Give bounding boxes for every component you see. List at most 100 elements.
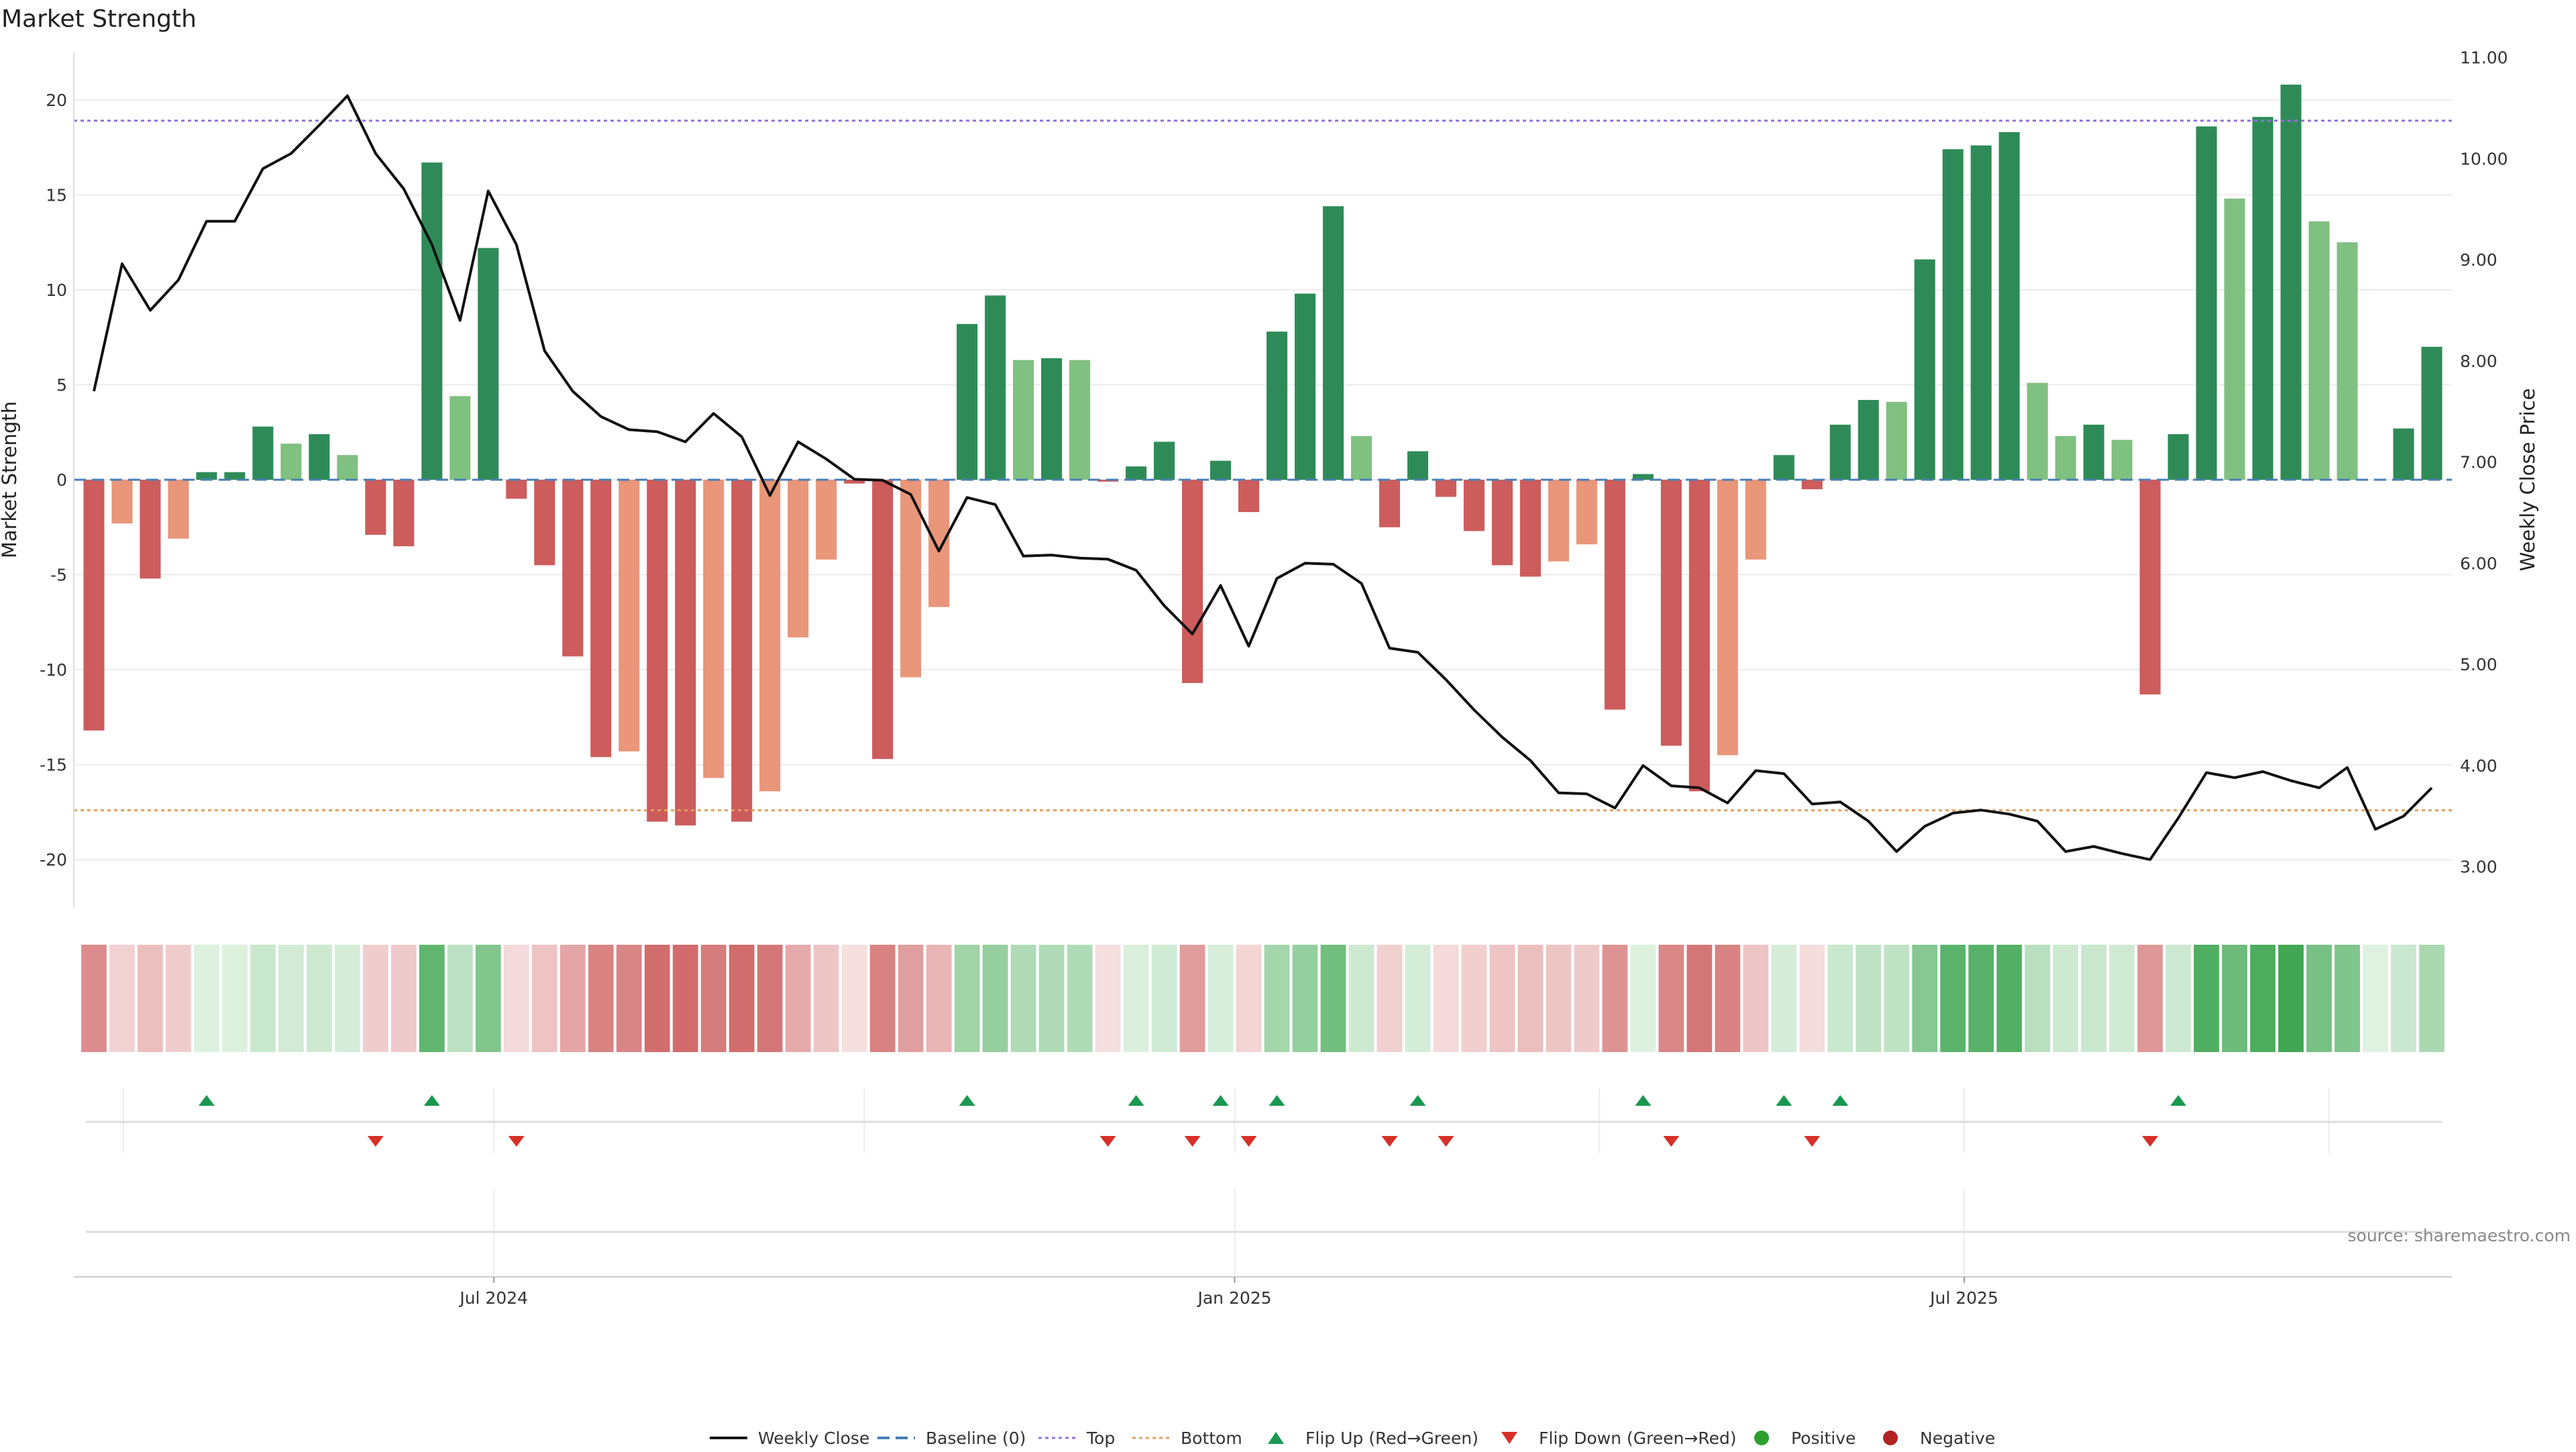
- heatmap-cell: [362, 945, 388, 1052]
- strength-bar: [2337, 242, 2358, 480]
- heatmap-cell: [166, 945, 191, 1052]
- heatmap-cell: [1095, 945, 1121, 1052]
- heatmap-cell: [2165, 945, 2192, 1052]
- legend-swatch: [1268, 1432, 1284, 1444]
- legend-item: Positive: [1754, 1429, 1856, 1448]
- strength-bar: [2421, 346, 2443, 480]
- flip-up-marker: [198, 1095, 215, 1106]
- strength-bar: [1745, 480, 1766, 560]
- strength-bar: [675, 480, 696, 826]
- heatmap-cell: [1405, 945, 1431, 1052]
- flip-up-marker: [1409, 1095, 1426, 1106]
- strength-bar: [449, 396, 471, 480]
- weekly-close-series: [93, 94, 2433, 862]
- y-tick-label-left: 15: [46, 185, 67, 205]
- left-y-axis: -20 -15 -10 -5 0 5 10 15 20: [40, 52, 74, 907]
- flip-up-marker: [1212, 1095, 1229, 1106]
- strength-bar: [1322, 206, 1344, 480]
- heatmap-cell: [81, 945, 107, 1052]
- legend: Weekly Close Baseline (0) Top Bottom Flip Up…: [710, 1429, 1995, 1448]
- x-tick-label: Jan 2025: [1196, 1288, 1271, 1308]
- y-tick-label-left: 5: [56, 375, 67, 395]
- heatmap-cell: [334, 945, 360, 1052]
- strength-bar: [900, 480, 922, 678]
- strength-bar: [393, 480, 415, 547]
- strength-bar: [2252, 117, 2273, 480]
- strength-bar: [1463, 480, 1485, 531]
- strength-bar: [1717, 480, 1738, 756]
- legend-label: Bottom: [1181, 1429, 1242, 1448]
- flip-up-marker: [1128, 1095, 1144, 1106]
- strength-bar: [365, 480, 386, 535]
- strength-bar: [1998, 132, 2020, 480]
- heatmap-cell: [2222, 945, 2247, 1052]
- heatmap-cell: [672, 945, 698, 1052]
- y-axis-label-left: Market Strength: [0, 401, 21, 558]
- legend-item: Flip Down (Green→Red): [1501, 1429, 1737, 1448]
- strength-bar: [1688, 480, 1710, 792]
- heatmap-cell: [616, 945, 642, 1052]
- heatmap-cell: [1715, 945, 1741, 1052]
- heatmap-cell: [1292, 945, 1318, 1052]
- strength-bar: [2393, 428, 2414, 480]
- heatmap-cell: [138, 945, 163, 1052]
- strength-bar: [83, 480, 105, 731]
- heatmap-cell: [1602, 945, 1628, 1052]
- heatmap-cell: [194, 945, 219, 1052]
- strength-bar: [647, 480, 668, 822]
- strength-bars: [83, 85, 2443, 826]
- heatmap-cell: [1771, 945, 1797, 1052]
- strength-bar: [1154, 442, 1175, 480]
- legend-label: Flip Down (Green→Red): [1539, 1429, 1737, 1448]
- strength-bar: [590, 480, 612, 758]
- strength-bar: [1266, 331, 1288, 480]
- strength-bar: [252, 426, 274, 480]
- flip-down-marker: [1663, 1136, 1680, 1147]
- heatmap-cell: [419, 945, 445, 1052]
- heatmap-cell: [531, 945, 557, 1052]
- heatmap-cell: [1940, 945, 1966, 1052]
- y-tick-label-right: 7.00: [2460, 453, 2498, 472]
- legend-item: Baseline (0): [877, 1429, 1026, 1448]
- strength-bar: [985, 295, 1006, 480]
- y-axis-label-right: Weekly Close Price: [2516, 388, 2539, 572]
- strength-bar: [1886, 401, 1907, 480]
- strength-bar: [1013, 360, 1034, 480]
- legend-swatch: [1501, 1432, 1517, 1444]
- heatmap-cell: [390, 945, 417, 1052]
- heatmap-cell: [222, 945, 248, 1052]
- heatmap-cell: [898, 945, 924, 1052]
- heatmap-cell: [250, 945, 276, 1052]
- heatmap-cell: [1123, 945, 1149, 1052]
- strength-bar: [1858, 400, 1879, 480]
- strength-bar: [1379, 480, 1400, 527]
- heatmap-cell: [1630, 945, 1656, 1052]
- heatmap-cell: [785, 945, 811, 1052]
- y-tick-label-right: 6.00: [2460, 554, 2498, 573]
- heatmap-cell: [1574, 945, 1600, 1052]
- strength-bar: [562, 480, 584, 657]
- y-tick-label-left: 20: [46, 91, 67, 110]
- strength-bar: [1632, 474, 1654, 480]
- strength-bar: [224, 472, 246, 480]
- flip-markers-panel: [86, 1088, 2442, 1153]
- heatmap-cell: [1517, 945, 1544, 1052]
- heatmap-cell: [1038, 945, 1065, 1052]
- y-tick-label-left: 10: [46, 280, 67, 300]
- heatmap-cell: [1996, 945, 2023, 1052]
- heatmap-cell: [1348, 945, 1375, 1052]
- strength-bar: [1435, 480, 1456, 497]
- legend-item: Bottom: [1132, 1429, 1242, 1448]
- empty-panel: [86, 1189, 2442, 1275]
- heatmap-cell: [841, 945, 867, 1052]
- flip-down-marker: [1240, 1136, 1257, 1147]
- flip-down-marker: [2142, 1136, 2159, 1147]
- y-tick-label-left: -20: [40, 850, 67, 870]
- flip-up-marker: [2170, 1095, 2187, 1106]
- heatmap-cell: [1743, 945, 1769, 1052]
- strength-bar: [421, 162, 443, 480]
- strength-bar: [703, 480, 724, 778]
- heatmap-cell: [813, 945, 839, 1052]
- heatmap-cell: [278, 945, 304, 1052]
